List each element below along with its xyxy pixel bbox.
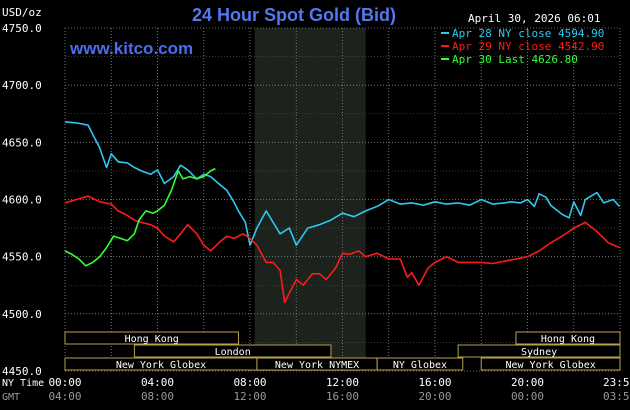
legend-label-apr29: Apr 29 NY close 4542.90 [452,40,604,53]
market-session-bar [515,331,621,345]
market-session: Sydney [457,344,621,358]
x-tick-label: 20:00 [418,390,451,403]
y-tick-labels: 4450.0 4500.0 4550.0 4600.0 4650.0 4700.0 4750… [2,22,42,378]
x-tick-label: 08:00 [233,376,266,389]
market-session-label: New York Globex [505,360,595,371]
y-tick-label: 4550.0 [2,251,42,264]
y-tick-label: 4600.0 [2,194,42,207]
market-session-label: Hong Kong [125,334,179,345]
market-session-bar [133,344,332,358]
legend-label-apr30: Apr 30 Last 4626.80 [452,53,578,66]
x-tick-label: 12:00 [326,376,359,389]
market-session-bar [64,331,239,345]
series-line-2 [64,167,216,267]
market-session: New York Globex [64,357,258,371]
series-line-1 [64,195,620,304]
y-tick-label: 4750.0 [2,22,42,35]
market-session-label: New York NYMEX [275,360,359,371]
x-tick-label: 16:00 [418,376,451,389]
market-session-label: New York Globex [116,360,206,371]
x-tick-label: 16:00 [326,390,359,403]
market-session: London [133,344,332,358]
x-tick-label: 03:59 [603,390,630,403]
legend: Apr 28 NY close 4594.90 Apr 29 NY close … [441,27,604,66]
y-tick-label: 4500.0 [2,308,42,321]
unit-label: USD/oz [2,6,42,19]
chart-title: 24 Hour Spot Gold (Bid) [192,5,396,25]
market-session-label: London [215,347,251,358]
x-axis-labels: NY Time 00:00 04:00 08:00 12:00 16:00 20:00 23:… [2,376,630,403]
series-line-0 [64,121,621,246]
timestamp: April 30, 2026 06:01 [468,12,600,25]
series-layer [64,121,621,304]
market-session: New York Globex [480,357,621,371]
market-session-bar [376,357,464,371]
market-session-bar [480,357,621,371]
nymex-highlight-layer [254,28,366,371]
x-tick-label: 00:00 [48,376,81,389]
market-session-bar [457,344,621,358]
x-tick-label: 08:00 [141,390,174,403]
market-session: New York NYMEX [256,357,378,371]
x-tick-label: 12:00 [233,390,266,403]
nymex-session-highlight [254,28,366,371]
x-tick-label: 04:00 [141,376,174,389]
x-tick-label: 23:59 [603,376,630,389]
legend-label-apr28: Apr 28 NY close 4594.90 [452,27,604,40]
y-tick-label: 4450.0 [2,365,42,378]
website-label: www.kitco.com [69,39,193,58]
market-session: NY Globex [376,357,464,371]
x-axis-row-label: NY Time [2,378,44,389]
y-tick-label: 4700.0 [2,79,42,92]
x-tick-label: 04:00 [48,390,81,403]
x-axis-row-label: GMT [2,392,20,403]
x-tick-label: 20:00 [511,376,544,389]
y-tick-label: 4650.0 [2,136,42,149]
x-tick-label: 00:00 [511,390,544,403]
market-session-label: Hong Kong [541,334,595,345]
market-session-bars: Hong Kong Hong Kong London Sydney New York G… [64,331,621,371]
market-session: Hong Kong [515,331,621,345]
market-session: Hong Kong [64,331,239,345]
market-session-label: NY Globex [393,360,447,371]
market-session-label: Sydney [521,347,557,358]
